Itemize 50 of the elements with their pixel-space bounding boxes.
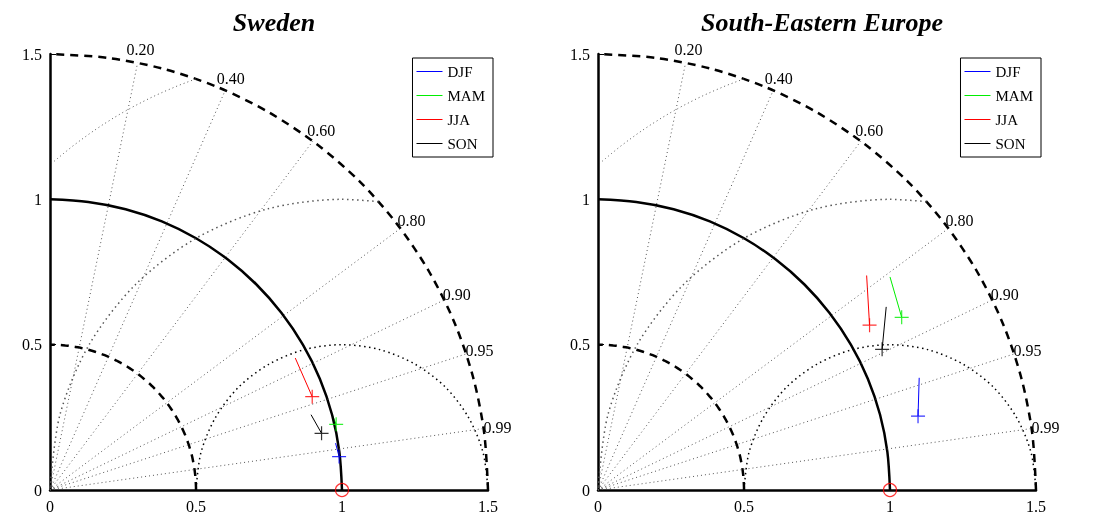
point [328, 416, 344, 432]
x-tick-label: 0 [594, 497, 602, 515]
annotation: 0.40 [216, 69, 245, 87]
y-tick-label: 0 [582, 481, 590, 499]
y-tick-label: 1 [34, 190, 42, 208]
point [882, 482, 898, 498]
point [874, 341, 890, 357]
y-tick-label: 0.5 [570, 336, 590, 354]
x-tick-label: 1.5 [1026, 497, 1046, 515]
annotation: 0.95 [465, 341, 494, 359]
y-tick-label: 1.5 [570, 45, 590, 63]
legend-label: DJF [995, 63, 1021, 80]
x-tick-label: 1 [338, 497, 346, 515]
point [334, 482, 350, 498]
annotation: 0.20 [674, 41, 703, 59]
point [894, 309, 910, 325]
legend-label: MAM [447, 87, 486, 104]
annotation: 0.20 [126, 41, 155, 59]
annotation: 0.95 [1013, 341, 1042, 359]
point [910, 408, 926, 424]
chart-title: South-Eastern Europe [700, 7, 944, 37]
annotation: 0.90 [442, 285, 471, 303]
y-tick-label: 1 [582, 190, 590, 208]
x-tick-label: 1 [886, 497, 894, 515]
annotation: 0.40 [764, 69, 793, 87]
point [313, 425, 330, 441]
legend-label: JJA [995, 111, 1019, 128]
y-tick-label: 1.5 [22, 45, 42, 63]
annotation: 0.90 [990, 285, 1019, 303]
legend-label: SON [995, 135, 1026, 152]
point [331, 448, 347, 465]
legend-label: SON [447, 135, 478, 152]
legend-label: MAM [995, 87, 1034, 104]
annotation: 0.99 [483, 418, 512, 436]
point [861, 317, 878, 333]
annotation: 0.80 [397, 212, 426, 230]
annotation: 0.60 [307, 122, 336, 140]
x-tick-label: 0.5 [186, 497, 206, 515]
annotation: 0.99 [1031, 418, 1060, 436]
point [304, 389, 320, 405]
legend-label: DJF [447, 63, 473, 80]
annotation: 0.80 [945, 212, 974, 230]
annotation: 0.60 [855, 122, 884, 140]
y-tick-label: 0 [34, 481, 42, 499]
legend-label: JJA [447, 111, 471, 128]
chart-title: Sweden [232, 7, 316, 37]
y-tick-label: 0.5 [22, 336, 42, 354]
x-tick-label: 0 [46, 497, 54, 515]
x-tick-label: 0.5 [734, 497, 754, 515]
x-tick-label: 1.5 [478, 497, 498, 515]
